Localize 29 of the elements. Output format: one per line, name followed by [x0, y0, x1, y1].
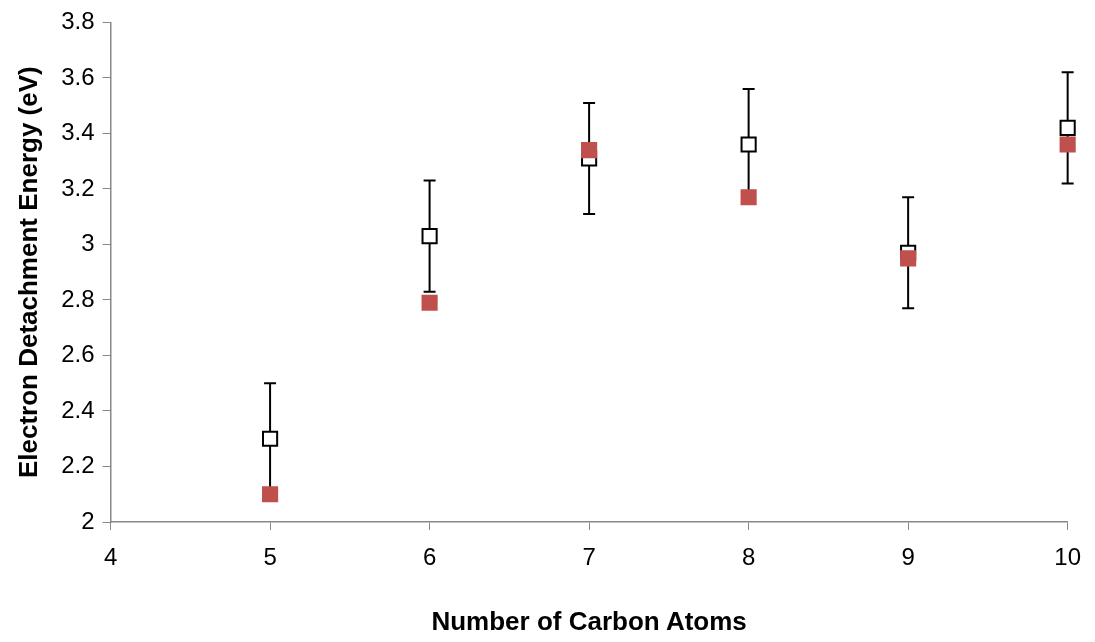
- x-axis-title: Number of Carbon Atoms: [431, 605, 747, 636]
- y-tick-label: 3.6: [61, 62, 95, 90]
- x-tick-label: 8: [741, 543, 756, 571]
- y-tick-label: 2: [81, 506, 95, 534]
- point: [1059, 119, 1076, 136]
- point: [581, 142, 598, 159]
- x-tick-label: 7: [582, 543, 596, 571]
- y-tick-label: 2.8: [61, 284, 95, 312]
- point: [1059, 136, 1076, 153]
- y-axis-title: Electron Detachment Energy (eV): [12, 66, 43, 479]
- point: [421, 228, 438, 245]
- point: [421, 294, 438, 311]
- y-tick-label: 3.4: [61, 118, 95, 146]
- y-tick-label: 3.8: [61, 7, 95, 35]
- x-tick-label: 10: [1054, 543, 1081, 571]
- x-tick-label: 6: [422, 543, 437, 571]
- point: [740, 136, 757, 153]
- point: [900, 250, 917, 267]
- x-tick-label: 4: [103, 543, 118, 571]
- x-tick-label: 9: [901, 543, 915, 571]
- y-tick-label: 3: [81, 229, 95, 257]
- y-tick-label: 2.4: [61, 395, 95, 423]
- point: [740, 189, 757, 206]
- point: [262, 430, 279, 447]
- y-tick-label: 2.2: [61, 451, 95, 479]
- y-tick-label: 3.2: [61, 173, 95, 201]
- point: [262, 486, 279, 503]
- y-tick-label: 2.6: [61, 340, 95, 368]
- x-tick-label: 5: [263, 543, 277, 571]
